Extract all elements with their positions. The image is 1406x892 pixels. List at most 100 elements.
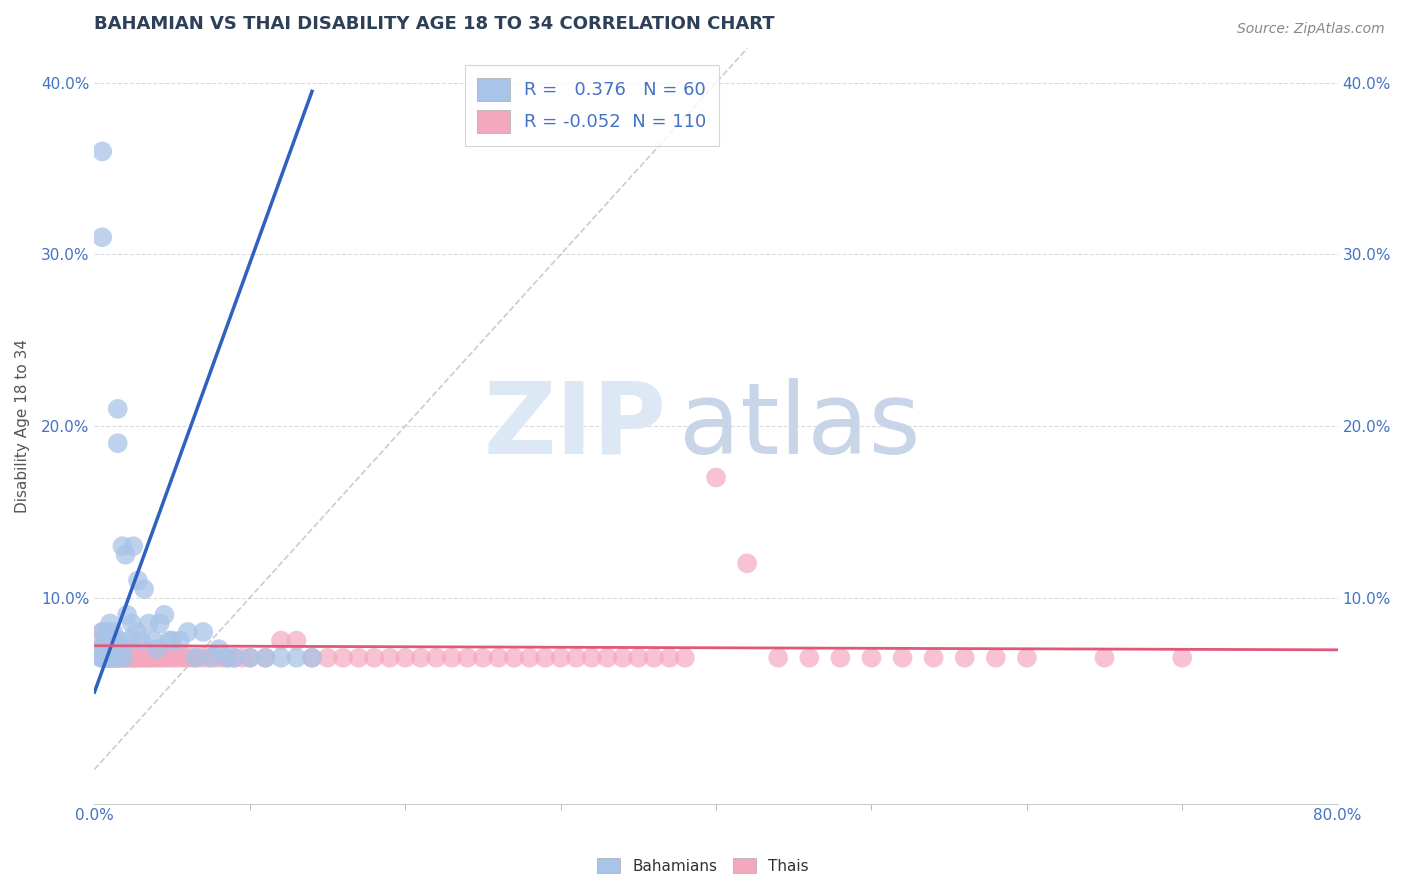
Point: [142, 633, 165, 648]
Point: [108, 650, 131, 665]
Text: ZIP: ZIP: [484, 377, 666, 475]
Point: [1171, 650, 1194, 665]
Point: [93, 650, 115, 665]
Point: [301, 650, 323, 665]
Point: [145, 650, 167, 665]
Point: [200, 650, 222, 665]
Point: [1094, 650, 1116, 665]
Point: [193, 650, 215, 665]
Point: [121, 650, 143, 665]
Point: [612, 650, 634, 665]
Point: [891, 650, 914, 665]
Point: [301, 650, 323, 665]
Point: [134, 650, 156, 665]
Point: [177, 650, 200, 665]
Point: [105, 650, 128, 665]
Point: [152, 650, 174, 665]
Point: [91, 145, 114, 159]
Point: [114, 548, 136, 562]
Point: [112, 642, 135, 657]
Legend: R =   0.376   N = 60, R = -0.052  N = 110: R = 0.376 N = 60, R = -0.052 N = 110: [464, 65, 718, 145]
Point: [285, 650, 308, 665]
Point: [108, 650, 131, 665]
Point: [127, 574, 149, 588]
Point: [138, 650, 160, 665]
Point: [217, 650, 239, 665]
Point: [122, 539, 145, 553]
Point: [98, 633, 121, 648]
Point: [91, 625, 114, 640]
Point: [100, 650, 122, 665]
Point: [112, 650, 135, 665]
Point: [157, 650, 180, 665]
Y-axis label: Disability Age 18 to 34: Disability Age 18 to 34: [15, 339, 30, 513]
Point: [231, 650, 253, 665]
Point: [153, 607, 176, 622]
Point: [89, 642, 111, 657]
Point: [169, 633, 191, 648]
Point: [224, 650, 246, 665]
Point: [270, 650, 292, 665]
Point: [107, 436, 129, 450]
Point: [149, 650, 172, 665]
Point: [332, 650, 354, 665]
Point: [394, 650, 416, 665]
Point: [830, 650, 852, 665]
Point: [138, 616, 160, 631]
Point: [104, 650, 127, 665]
Point: [165, 650, 187, 665]
Point: [472, 650, 495, 665]
Point: [922, 650, 945, 665]
Point: [107, 642, 129, 657]
Point: [91, 625, 114, 640]
Point: [111, 650, 134, 665]
Point: [139, 650, 162, 665]
Point: [127, 650, 149, 665]
Legend: Bahamians, Thais: Bahamians, Thais: [592, 852, 814, 880]
Point: [98, 633, 121, 648]
Point: [104, 633, 127, 648]
Point: [254, 650, 277, 665]
Point: [98, 650, 121, 665]
Point: [94, 650, 117, 665]
Point: [129, 650, 152, 665]
Point: [94, 650, 117, 665]
Point: [94, 642, 117, 657]
Point: [208, 642, 231, 657]
Point: [94, 625, 117, 640]
Point: [97, 650, 120, 665]
Point: [211, 650, 233, 665]
Point: [160, 650, 183, 665]
Point: [97, 650, 120, 665]
Point: [110, 650, 132, 665]
Point: [101, 650, 124, 665]
Point: [254, 650, 277, 665]
Point: [97, 633, 120, 648]
Point: [316, 650, 339, 665]
Point: [118, 650, 141, 665]
Point: [96, 650, 118, 665]
Point: [363, 650, 385, 665]
Point: [215, 650, 238, 665]
Point: [184, 650, 207, 665]
Point: [378, 650, 401, 665]
Point: [98, 642, 121, 657]
Point: [115, 607, 138, 622]
Point: [93, 633, 115, 648]
Point: [96, 633, 118, 648]
Point: [704, 470, 727, 484]
Point: [100, 642, 122, 657]
Point: [177, 625, 200, 640]
Point: [224, 650, 246, 665]
Point: [114, 650, 136, 665]
Point: [440, 650, 463, 665]
Point: [122, 650, 145, 665]
Point: [766, 650, 789, 665]
Point: [735, 557, 758, 571]
Point: [984, 650, 1007, 665]
Point: [173, 650, 195, 665]
Point: [456, 650, 478, 665]
Point: [96, 642, 118, 657]
Point: [953, 650, 976, 665]
Point: [91, 650, 114, 665]
